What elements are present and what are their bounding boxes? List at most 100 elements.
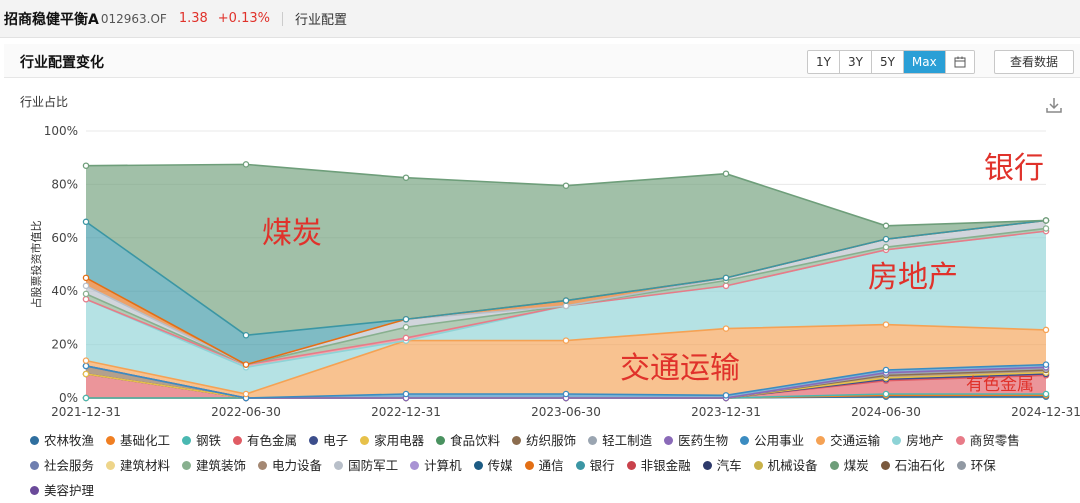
divider: [281, 11, 283, 26]
point-通信: [82, 274, 90, 282]
section-link[interactable]: 行业配置: [294, 13, 347, 28]
y-tick-label: 40%: [51, 284, 78, 298]
range-button-3y[interactable]: 3Y: [839, 51, 872, 73]
legend-item[interactable]: 美容护理: [30, 478, 94, 503]
legend-item[interactable]: 有色金属: [233, 428, 297, 453]
annotation-label: 煤炭: [262, 216, 322, 251]
point-公用事业: [882, 366, 890, 374]
legend-item[interactable]: 通信: [524, 453, 564, 478]
y-axis-label: 占股票投资市值比: [29, 221, 43, 309]
legend-marker: [106, 436, 116, 445]
legend-label: 电力设备: [272, 458, 323, 473]
area-有色金属: [86, 373, 1046, 398]
point-国防军工: [562, 302, 570, 310]
point-家用电器: [82, 370, 90, 378]
point-银行: [242, 332, 250, 339]
download-icon[interactable]: [1044, 95, 1064, 115]
legend-label: 国防军工: [348, 458, 399, 473]
legend-label: 商贸零售: [969, 433, 1020, 448]
legend-item[interactable]: 环保: [956, 453, 996, 478]
legend-label: 社会服务: [44, 458, 95, 473]
y-tick-label: 0%: [59, 391, 78, 405]
legend-item[interactable]: 社会服务: [30, 453, 94, 478]
point-商贸零售: [402, 334, 410, 342]
annotation-label: 交通运输: [620, 351, 740, 386]
legend-label: 机械设备: [767, 458, 818, 473]
legend-marker: [410, 461, 420, 470]
legend-item[interactable]: 家用电器: [360, 428, 424, 453]
point-银行: [562, 297, 570, 304]
legend-item[interactable]: 电力设备: [258, 453, 322, 478]
legend-item[interactable]: 计算机: [410, 453, 462, 478]
legend-marker: [30, 436, 39, 445]
point-煤炭: [402, 174, 410, 181]
legend-item[interactable]: 交通运输: [816, 428, 880, 453]
point-公用事业: [82, 362, 90, 370]
legend-item[interactable]: 煤炭: [829, 453, 869, 478]
legend-label: 银行: [589, 458, 615, 473]
point-钢铁: [1042, 390, 1050, 398]
range-selector: 1Y 3Y 5Y Max: [807, 50, 975, 74]
point-公用事业: [722, 392, 730, 399]
legend-item[interactable]: 建筑材料: [106, 453, 170, 478]
area-煤炭: [86, 164, 1046, 336]
point-银行: [882, 235, 890, 243]
legend-label: 传媒: [487, 458, 513, 473]
point-交通运输: [562, 337, 570, 344]
legend-marker: [626, 461, 636, 470]
point-煤炭: [1042, 217, 1050, 224]
legend-label: 建筑装饰: [196, 458, 247, 473]
point-银行: [402, 315, 410, 323]
view-data-button[interactable]: 查看数据: [994, 50, 1074, 74]
legend-label: 农林牧渔: [44, 433, 95, 448]
legend-marker: [182, 461, 192, 470]
legend-item[interactable]: 医药生物: [664, 428, 728, 453]
legend-item[interactable]: 基础化工: [106, 428, 170, 453]
annotation-label: 房地产: [868, 260, 958, 295]
legend-item[interactable]: 食品饮料: [436, 428, 500, 453]
y-tick-label: 20%: [51, 338, 78, 352]
legend-label: 环保: [970, 458, 996, 473]
legend-marker: [664, 436, 674, 445]
legend-marker: [816, 436, 826, 445]
legend-marker: [233, 436, 243, 445]
legend-item[interactable]: 国防军工: [334, 453, 398, 478]
legend-item[interactable]: 农林牧渔: [30, 428, 94, 453]
legend-item[interactable]: 银行: [575, 453, 615, 478]
legend-item[interactable]: 钢铁: [182, 428, 221, 453]
point-商贸零售: [82, 295, 90, 303]
legend-item[interactable]: 纺织服饰: [512, 428, 576, 453]
legend-marker: [106, 461, 116, 470]
range-button-5y[interactable]: 5Y: [871, 51, 904, 73]
legend-item[interactable]: 公用事业: [740, 428, 804, 453]
legend-marker: [436, 436, 446, 445]
panel-title: 行业配置变化: [20, 55, 104, 71]
legend-item[interactable]: 轻工制造: [588, 428, 652, 453]
legend-label: 纺织服饰: [526, 433, 577, 448]
legend-item[interactable]: 电子: [309, 428, 348, 453]
legend-marker: [30, 486, 39, 495]
legend-item[interactable]: 房地产: [892, 428, 944, 453]
legend-item[interactable]: 石油石化: [880, 453, 945, 478]
legend-item[interactable]: 商贸零售: [955, 428, 1020, 453]
x-tick-label: 2023-06-30: [531, 405, 601, 419]
legend-marker: [575, 461, 585, 470]
range-button-max[interactable]: Max: [903, 51, 946, 73]
legend-item[interactable]: 非银金融: [626, 453, 691, 478]
point-钢铁: [82, 394, 90, 402]
legend-marker: [955, 436, 965, 445]
legend-label: 轻工制造: [602, 433, 653, 448]
legend-marker: [30, 461, 39, 470]
calendar-button[interactable]: [945, 51, 974, 73]
legend-marker: [309, 436, 319, 445]
fund-name: 招商稳健平衡A: [4, 11, 99, 28]
area-银行: [86, 220, 1046, 365]
legend-item[interactable]: 建筑装饰: [182, 453, 246, 478]
legend-item[interactable]: 传媒: [473, 453, 513, 478]
range-button-1y[interactable]: 1Y: [808, 51, 840, 73]
legend-label: 电子: [323, 433, 349, 448]
legend-item[interactable]: 机械设备: [753, 453, 818, 478]
point-公用事业: [1042, 361, 1050, 368]
legend-item[interactable]: 汽车: [702, 453, 742, 478]
y-tick-label: 100%: [44, 124, 78, 138]
